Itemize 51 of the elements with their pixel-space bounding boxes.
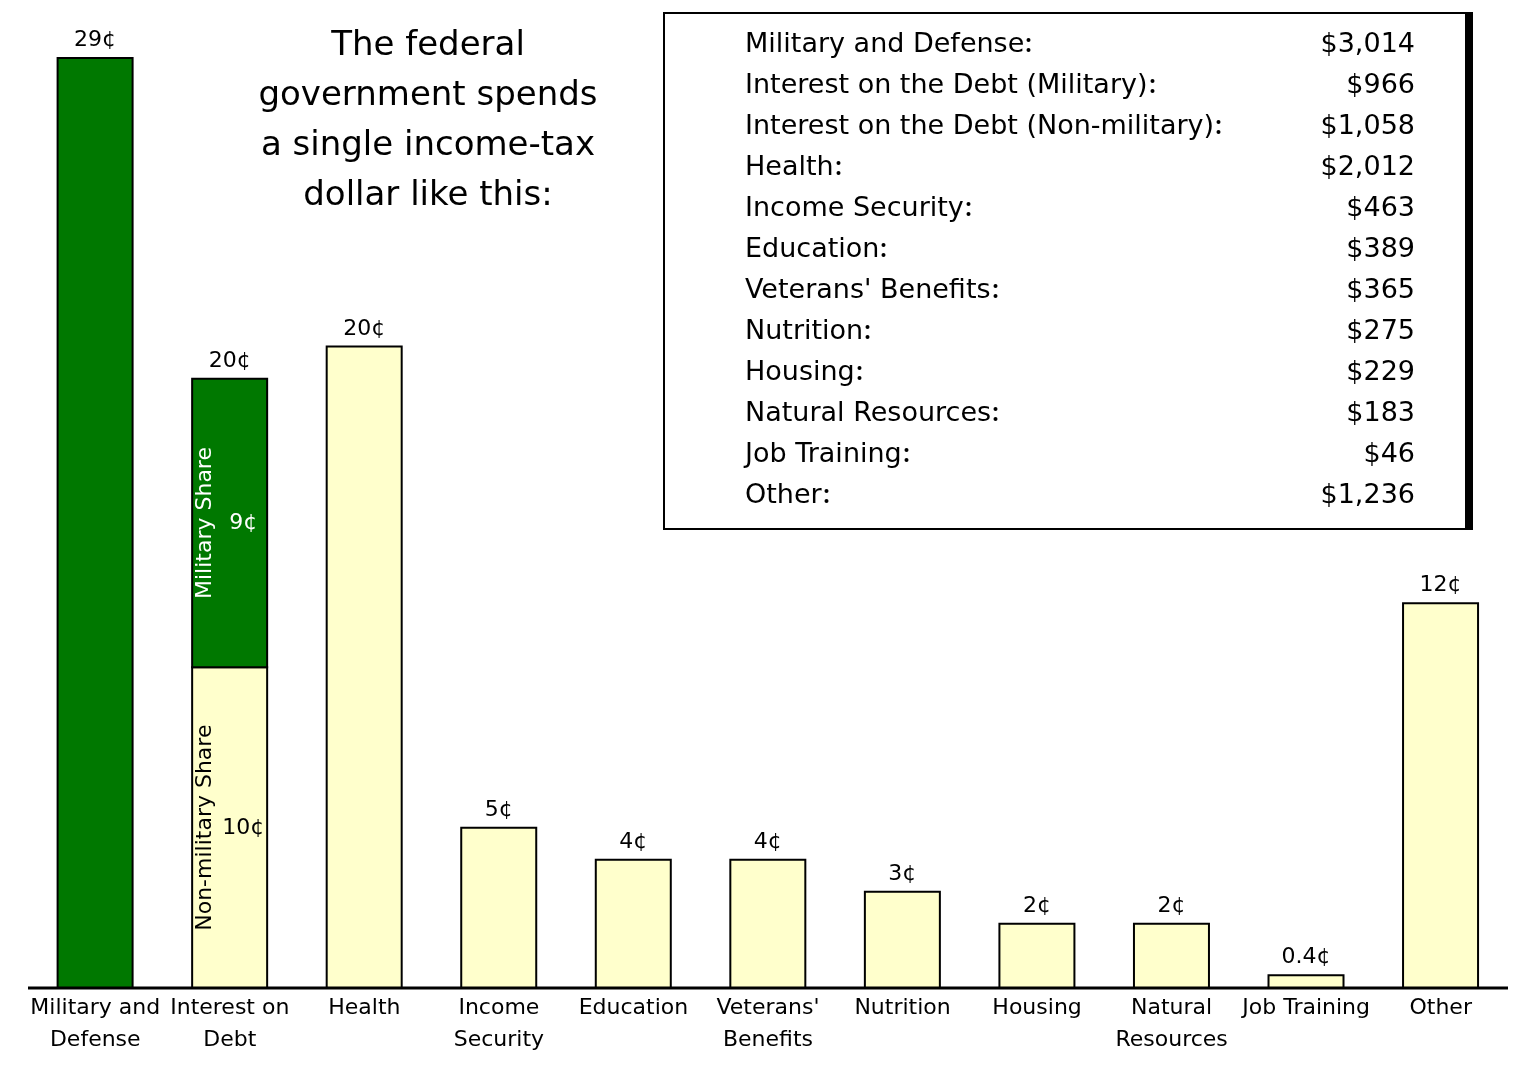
category-label: Veterans' Benefits xyxy=(745,273,991,304)
category-label: Education xyxy=(745,232,880,263)
text: $183 xyxy=(1346,396,1415,427)
text: $275 xyxy=(1346,314,1415,345)
category-label: Military and Defense xyxy=(745,27,1025,58)
x-tick-label: Health xyxy=(328,994,401,1019)
category-label: Housing xyxy=(745,355,855,386)
category-label: Other xyxy=(745,478,822,509)
category-label: Natural Resources xyxy=(745,396,992,427)
data-label: 20¢ xyxy=(343,314,386,340)
category-label: Health xyxy=(745,150,834,181)
x-tick-label: Job Training xyxy=(1240,994,1371,1019)
data-label: 12¢ xyxy=(1419,571,1462,597)
text: $389 xyxy=(1346,232,1415,263)
x-tick-label: Education xyxy=(578,994,689,1019)
data-label: 5¢ xyxy=(484,795,513,821)
text: $229 xyxy=(1346,355,1415,386)
category-label: Job Training xyxy=(745,437,902,468)
category-label: Nutrition xyxy=(745,314,864,345)
x-tick-label: Housing xyxy=(992,994,1082,1019)
series-label: Non-military Share xyxy=(191,724,217,931)
category-label: Income Security xyxy=(745,191,964,222)
x-tick-label: Veterans' Benefits xyxy=(716,994,820,1051)
text: $46 xyxy=(1363,437,1415,468)
x-tick-label: Income Security xyxy=(453,994,545,1051)
data-label: 3¢ xyxy=(888,859,917,885)
data-label: 4¢ xyxy=(619,827,648,853)
category-label: Interest on the Debt (Non-military) xyxy=(745,109,1215,140)
data-label: 2¢ xyxy=(1157,891,1186,917)
text: $966 xyxy=(1346,68,1415,99)
data-label: 0.4¢ xyxy=(1281,943,1331,969)
text: $1,058 xyxy=(1320,109,1415,140)
data-label: 10¢ xyxy=(222,813,265,839)
x-tick-label: Other xyxy=(1409,994,1473,1019)
data-label: 9¢ xyxy=(229,509,258,534)
x-tick-label: Military and Defense xyxy=(30,994,161,1051)
text: The federal government spends a single income-tax dollar like this: xyxy=(257,22,599,215)
text: $1,236 xyxy=(1320,478,1415,509)
x-tick-label: Interest on Debt xyxy=(170,994,290,1051)
text: $365 xyxy=(1346,273,1415,304)
text: $463 xyxy=(1346,191,1415,222)
text: $3,014 xyxy=(1320,27,1415,58)
x-tick-label: Natural Resources xyxy=(1115,994,1228,1051)
data-label: 2¢ xyxy=(1022,891,1051,917)
total-label: 20¢ xyxy=(208,346,251,372)
category-label: Interest on the Debt (Military) xyxy=(745,68,1148,99)
text: $2,012 xyxy=(1320,150,1415,181)
data-label: 4¢ xyxy=(753,827,782,853)
data-label: 29¢ xyxy=(74,26,117,51)
x-tick-label: Nutrition xyxy=(854,994,951,1019)
series-label: Military Share xyxy=(191,447,217,599)
